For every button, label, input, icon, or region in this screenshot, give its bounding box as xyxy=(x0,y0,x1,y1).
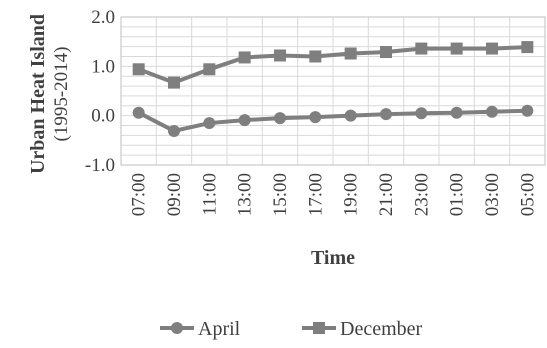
data-point-april xyxy=(521,104,534,117)
legend: April December xyxy=(160,318,423,340)
data-point-april xyxy=(309,111,322,124)
data-point-december xyxy=(238,51,251,64)
data-point-april xyxy=(238,114,251,127)
y-tick-label: 1.0 xyxy=(91,56,115,77)
data-point-april xyxy=(344,109,357,122)
data-point-december xyxy=(450,42,463,55)
x-tick-label: 17:00 xyxy=(305,173,326,216)
data-point-april xyxy=(203,117,216,130)
x-tick-label: 15:00 xyxy=(270,173,291,216)
y-tick-label: 2.0 xyxy=(91,7,115,28)
data-point-april xyxy=(450,106,463,119)
data-point-december xyxy=(415,42,428,55)
y-tick-label: -1.0 xyxy=(85,155,115,176)
legend-label: April xyxy=(198,318,241,340)
x-axis-title: Time xyxy=(311,247,355,269)
data-point-december xyxy=(486,42,498,55)
x-tick-label: 19:00 xyxy=(341,173,362,216)
legend-label: December xyxy=(340,318,423,340)
data-point-december xyxy=(380,46,392,59)
plot-border xyxy=(120,16,546,166)
data-point-december xyxy=(344,47,357,60)
legend-item-april: April xyxy=(160,318,241,340)
data-point-april xyxy=(486,105,498,118)
x-tick-label: 03:00 xyxy=(482,173,503,216)
x-tick-label: 05:00 xyxy=(517,173,538,216)
legend-item-december: December xyxy=(302,318,423,340)
data-point-december xyxy=(521,41,534,54)
grid-lines xyxy=(120,16,546,166)
x-tick-label: 23:00 xyxy=(411,173,432,216)
x-tick-label: 07:00 xyxy=(129,173,150,216)
x-tick-label: 21:00 xyxy=(376,173,397,216)
series-layer xyxy=(132,41,534,137)
x-tick-label: 11:00 xyxy=(199,173,220,216)
data-point-april xyxy=(380,108,392,121)
legend-marker-circle xyxy=(171,322,183,334)
data-point-april xyxy=(132,106,145,119)
data-point-april xyxy=(168,124,180,137)
data-point-april xyxy=(415,107,428,120)
data-point-december xyxy=(168,76,180,89)
x-axis-ticks: 07:00 09:00 11:00 13:00 15:00 17:00 19:00 21:00… xyxy=(129,173,539,216)
x-tick-label: 13:00 xyxy=(235,173,256,216)
legend-marker-square xyxy=(313,322,325,334)
data-point-december xyxy=(274,49,286,62)
x-tick-label: 09:00 xyxy=(164,173,185,216)
y-axis-subtitle: (1995-2014) xyxy=(51,47,72,142)
data-point-december xyxy=(132,63,145,76)
data-point-december xyxy=(203,63,216,76)
x-tick-label: 01:00 xyxy=(447,173,468,216)
y-axis-title: Urban Heat Island xyxy=(27,14,49,174)
data-point-april xyxy=(274,112,286,125)
y-axis-ticks: 2.0 1.0 0.0 -1.0 xyxy=(85,7,115,176)
y-tick-label: 0.0 xyxy=(91,106,115,127)
data-point-december xyxy=(309,50,322,63)
